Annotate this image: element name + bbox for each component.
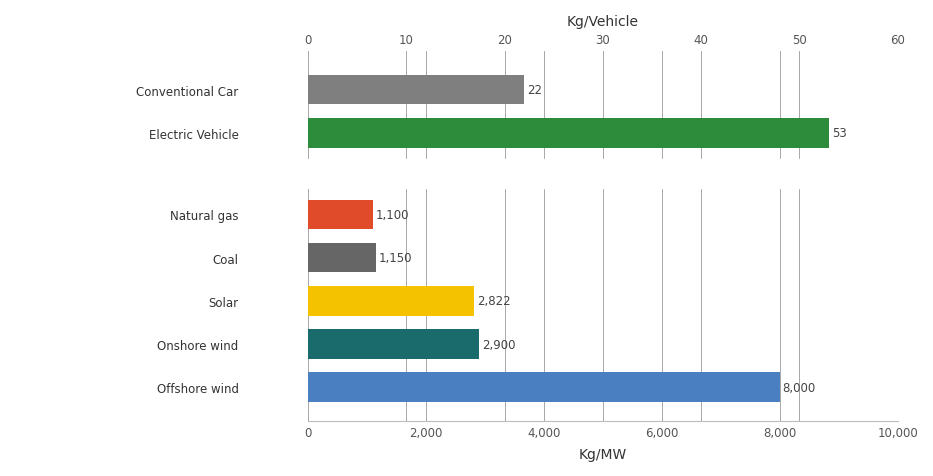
Bar [308,200,373,230]
Bar [308,76,524,105]
X-axis label: Kg/Vehicle: Kg/Vehicle [567,15,639,29]
Text: 22: 22 [527,84,542,97]
Text: 1,150: 1,150 [379,252,412,265]
Bar [308,373,780,402]
Bar [308,243,376,273]
Text: 2,900: 2,900 [482,338,515,351]
Text: 2,822: 2,822 [478,295,511,307]
Bar [308,287,474,316]
Bar [308,160,898,188]
Bar [308,119,829,149]
X-axis label: Kg/MW: Kg/MW [578,447,627,461]
Text: 8,000: 8,000 [783,381,815,394]
Text: 53: 53 [832,127,846,140]
Bar [308,329,479,359]
Text: 1,100: 1,100 [376,208,410,221]
